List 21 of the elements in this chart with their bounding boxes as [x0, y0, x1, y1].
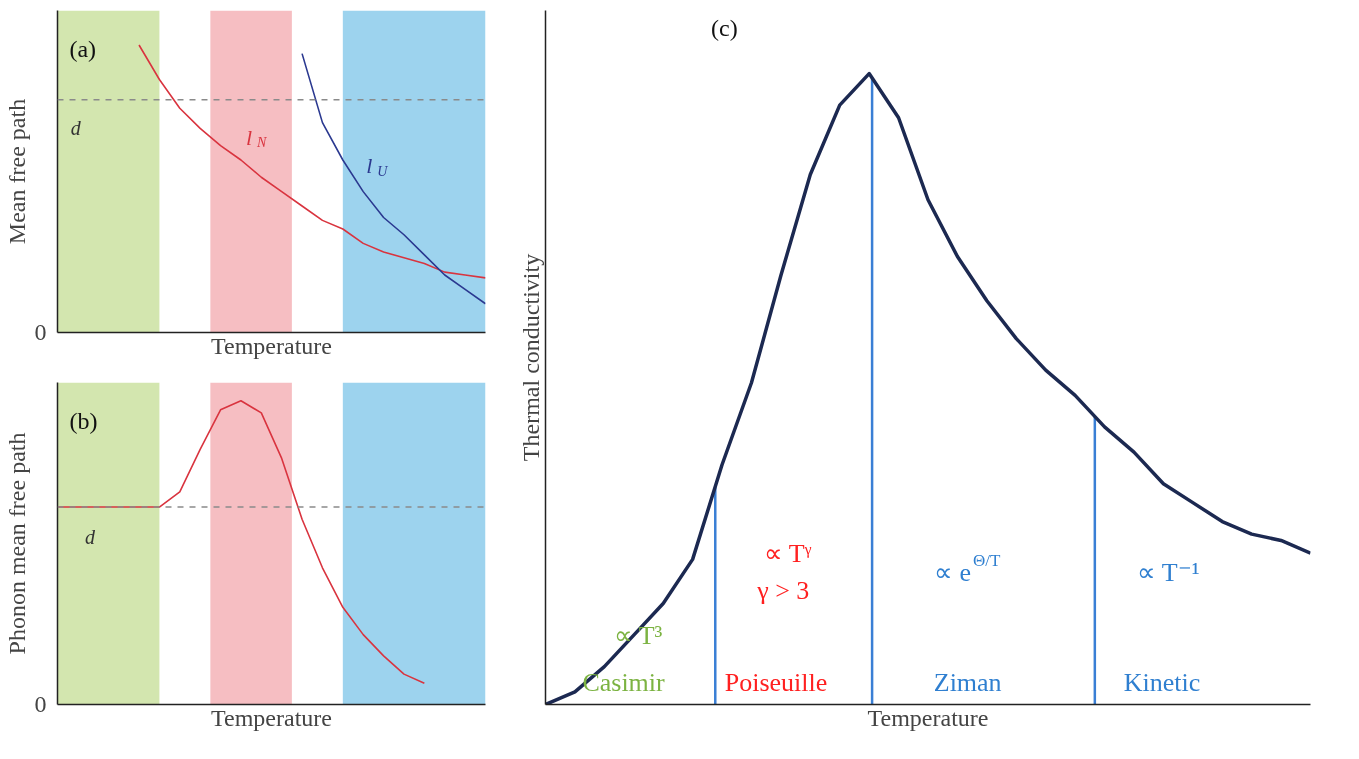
- x-axis-title: Temperature: [211, 332, 332, 359]
- y-axis-title: Thermal conductivity: [517, 253, 544, 462]
- ref-line-label: d: [85, 526, 97, 549]
- y-axis-title: Mean free path: [3, 98, 30, 245]
- annotation: Ziman: [933, 667, 1002, 697]
- y-axis-title: Phonon mean free path: [3, 432, 30, 655]
- chart-title: (c): [711, 14, 738, 41]
- text: 0: [34, 691, 47, 717]
- annotation: γ > 3: [756, 576, 810, 606]
- annotation: Kinetic: [1123, 667, 1201, 697]
- annotation: Casimir: [582, 667, 666, 697]
- chart-title: (a): [69, 36, 97, 63]
- annotation: Poiseuille: [724, 667, 828, 697]
- ref-line-label: d: [70, 117, 82, 140]
- x-axis-title: Temperature: [211, 704, 332, 731]
- annotation: ∝ T⁻¹: [1136, 557, 1200, 587]
- text: 0: [34, 319, 47, 345]
- x-axis-title: Temperature: [867, 704, 989, 731]
- annotation: ∝ T³: [613, 620, 663, 650]
- annotation: ∝ Tᵞ: [763, 538, 812, 568]
- chart-title: (b): [69, 408, 98, 435]
